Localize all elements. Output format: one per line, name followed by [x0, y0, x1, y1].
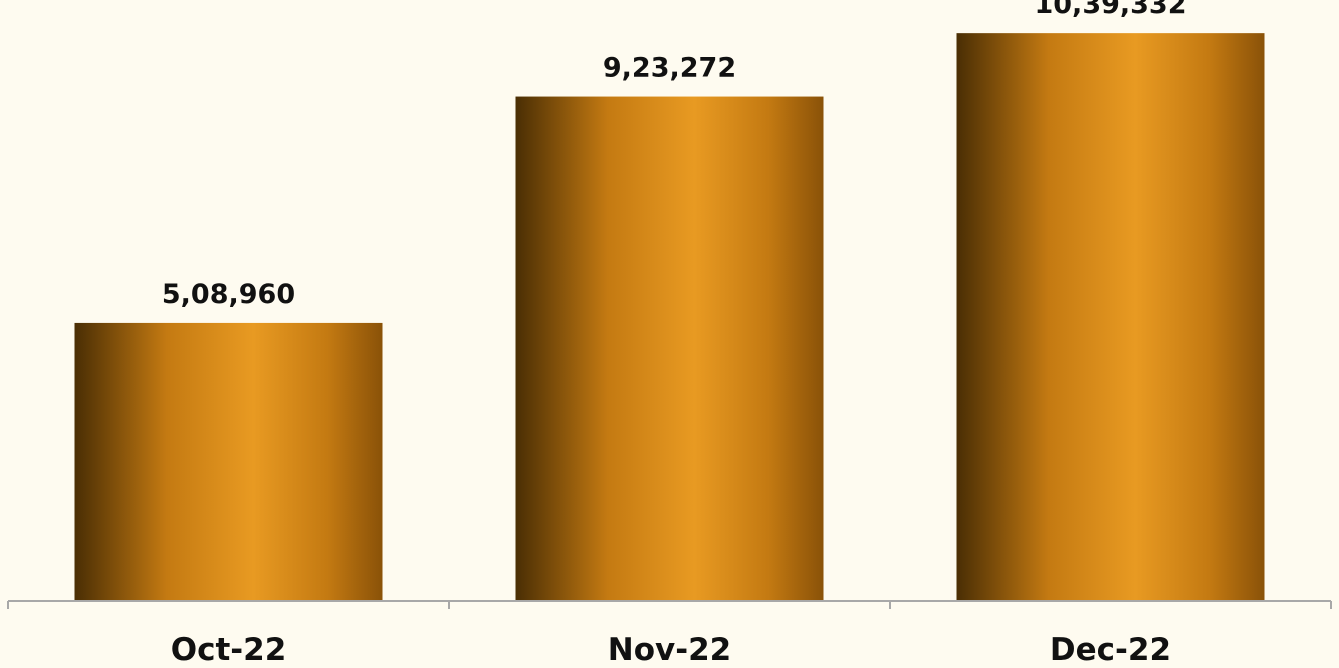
- bar-dec-22: [957, 33, 1265, 601]
- x-tick-label-oct-22: Oct-22: [171, 632, 287, 668]
- bars-group: [75, 33, 1265, 601]
- x-tick-label-nov-22: Nov-22: [608, 632, 731, 668]
- data-label-dec-22: 10,39,332: [1034, 0, 1186, 20]
- bar-nov-22: [516, 97, 824, 601]
- x-tick-label-dec-22: Dec-22: [1050, 632, 1171, 668]
- bar-oct-22: [75, 323, 383, 601]
- x-axis: [8, 601, 1331, 609]
- data-label-oct-22: 5,08,960: [162, 279, 295, 310]
- data-label-nov-22: 9,23,272: [603, 53, 736, 84]
- x-tick-labels-group: Oct-22 Nov-22 Dec-22: [171, 632, 1171, 668]
